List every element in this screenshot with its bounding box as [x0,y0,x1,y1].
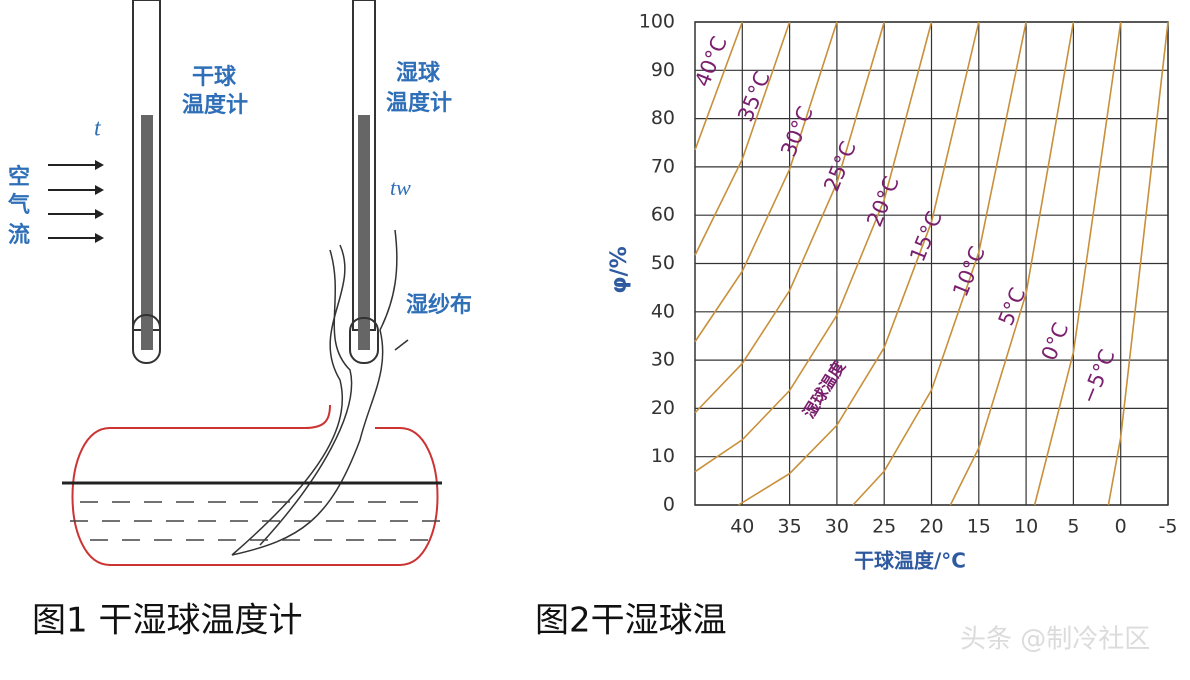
air-label: 流 [8,222,30,248]
air-label: 气 [7,192,30,218]
curve-name: 5°C [994,284,1031,329]
y-tick-label: 30 [651,349,675,371]
curve-name: 20°C [862,173,904,230]
tw-label: tw [390,175,411,200]
y-tick-label: 0 [663,494,675,516]
caption: 图2干湿球温 [535,601,727,641]
x-tick-label: 5 [1067,516,1079,538]
curve-label: 湿球温度 [799,356,850,422]
curve-name: 30°C [776,103,818,160]
watermark: 头条 @制冷社区 [960,625,1150,655]
wet-bulb-curve [949,21,1075,506]
x-axis-label: 干球温度/°C [854,549,966,573]
curve-name: 0°C [1037,319,1074,364]
x-tick-label: 30 [825,516,849,538]
dry-label: 温度计 [182,92,248,118]
x-tick-label: 25 [872,516,896,538]
x-tick-label: 10 [1014,516,1038,538]
wet-label: 温度计 [386,90,452,116]
wet-bulb-curve [694,21,933,473]
y-tick-label: 70 [651,155,675,177]
wick-label: 湿纱布 [406,292,472,318]
wet-bulb-curve [694,21,791,256]
wet-column [358,115,370,350]
y-tick-label: 90 [651,59,675,81]
dry-bulb [132,314,161,364]
x-tick-label: 35 [778,516,802,538]
air-label: 空 [8,164,30,190]
x-tick-label: 40 [730,516,754,538]
x-tick-label: 15 [967,516,991,538]
x-tick-label: 0 [1115,516,1127,538]
y-tick-label: 40 [651,300,675,322]
air-arrows [48,164,100,239]
curve-name: 15°C [905,208,947,265]
arrow-heads [95,160,104,243]
dry-label: 干球 [192,65,237,90]
y-tick-label: 100 [639,11,675,33]
wet-bulb-curve [694,21,885,414]
wet-bulb-curve [1107,21,1169,506]
curve-name: 35°C [733,68,775,125]
wet-bulb-curve [1033,21,1122,506]
wick [231,229,398,556]
caption: 图1 干湿球温度计 [32,601,302,641]
y-tick-label: 80 [651,107,675,129]
wet-bulb-curve [852,21,1027,506]
wet-bulb-curve [694,21,744,151]
y-axis-label: φ/% [607,246,632,293]
x-tick-label: 20 [919,516,943,538]
y-tick-label: 20 [651,397,675,419]
wet-bulb-curve [738,21,980,506]
dry-column [141,115,153,350]
y-tick-label: 60 [651,204,675,226]
curve-name: 40°C [690,33,732,90]
wet-bulb-curve [694,21,838,343]
wet-label: 湿球 [396,61,441,86]
y-tick-label: 50 [651,252,675,274]
water-container [71,404,439,566]
wick-pointer [394,339,409,351]
x-tick-label: -5 [1159,516,1178,538]
wet-bulb [349,317,379,364]
t-label: t [94,116,102,142]
wick [259,249,353,546]
y-tick-label: 10 [651,445,675,467]
curve-name: 10°C [948,243,990,300]
curve-name: −5°C [1076,346,1119,407]
